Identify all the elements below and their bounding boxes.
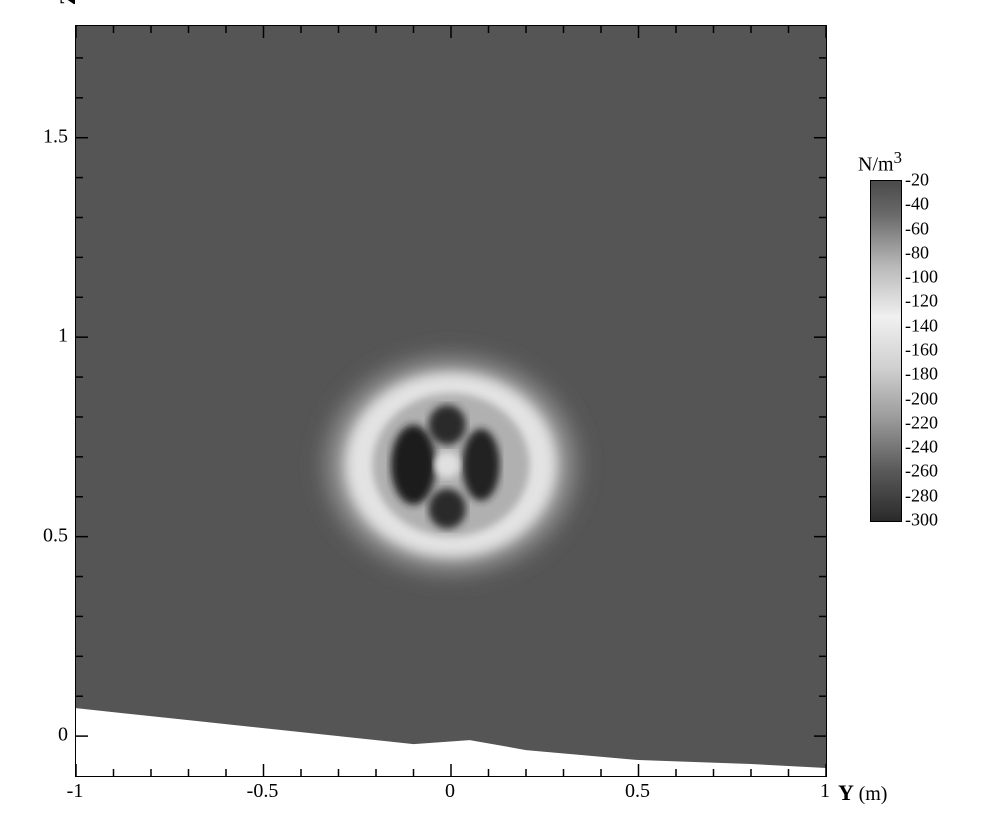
colorbar-tick-label: -180 bbox=[905, 364, 938, 385]
colorbar-tick-label: -120 bbox=[905, 291, 938, 312]
colorbar-tick-label: -160 bbox=[905, 340, 938, 361]
y-axis-unit: (m) bbox=[859, 783, 888, 805]
heatmap-svg bbox=[76, 26, 826, 776]
y-tick-label: 0.5 bbox=[18, 524, 68, 547]
z-axis-label: Z bbox=[55, 0, 81, 5]
heatmap-group bbox=[312, 345, 590, 584]
colorbar-tick-label: -40 bbox=[905, 194, 929, 215]
colorbar-tick-label: -220 bbox=[905, 412, 938, 433]
colorbar-tick-label: -280 bbox=[905, 485, 938, 506]
plot-area bbox=[75, 25, 827, 777]
x-tick-label: -0.5 bbox=[247, 780, 279, 803]
colorbar-tick-label: -260 bbox=[905, 461, 938, 482]
x-tick-label: 1 bbox=[820, 780, 830, 803]
colorbar-tick-label: -200 bbox=[905, 388, 938, 409]
colorbar-tick-label: -60 bbox=[905, 218, 929, 239]
colorbar-tick-label: -80 bbox=[905, 242, 929, 263]
colorbar bbox=[870, 180, 902, 522]
colorbar-tick-label: -140 bbox=[905, 315, 938, 336]
colorbar-tick-label: -240 bbox=[905, 437, 938, 458]
y-tick-label: 1.5 bbox=[18, 125, 68, 148]
y-tick-label: 0 bbox=[18, 724, 68, 747]
y-axis-label-text: Y bbox=[838, 780, 853, 805]
colorbar-tick-label: -300 bbox=[905, 510, 938, 531]
x-tick-label: 0 bbox=[445, 780, 455, 803]
colorbar-title: N/m3 bbox=[858, 148, 902, 177]
x-tick-label: -1 bbox=[67, 780, 84, 803]
y-tick-label: 1 bbox=[18, 325, 68, 348]
x-tick-label: 0.5 bbox=[625, 780, 650, 803]
colorbar-tick-label: -20 bbox=[905, 170, 929, 191]
chart-container: Z Y (m) -1-0.500.51 00.511.5 N/ bbox=[0, 0, 1000, 830]
colorbar-tick-label: -100 bbox=[905, 267, 938, 288]
y-axis-label: Y (m) bbox=[838, 780, 887, 806]
